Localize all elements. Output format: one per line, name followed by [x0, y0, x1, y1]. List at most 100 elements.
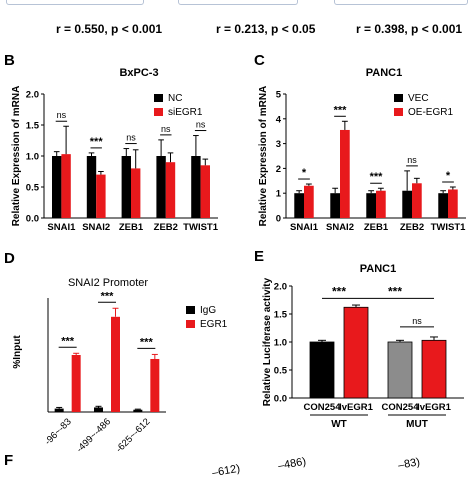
- category-label-E: lvEGR1: [417, 402, 452, 413]
- correlation-label-3: r = 0.398, p < 0.001: [356, 22, 463, 36]
- bar-D-egr1: [111, 316, 120, 412]
- sig-label-B: ns: [126, 133, 136, 143]
- category-label-B: ZEB2: [154, 222, 178, 233]
- panel-label-c: C: [254, 52, 265, 69]
- bar-C-twist1-oe-egr1: [448, 189, 458, 218]
- legend-B-swatch: [154, 108, 163, 116]
- panel-C-y-tick-label: 2: [276, 164, 281, 175]
- bar-D-igg: [94, 407, 103, 412]
- bar-D-egr1: [150, 358, 160, 412]
- panel-B-title: BxPC-3: [119, 67, 158, 79]
- panel-C-y-tick-label: 0: [276, 214, 281, 225]
- panel-E-y-tick-label: 1.0: [274, 338, 287, 349]
- panel-B-y-tick-label: 0.0: [26, 214, 39, 225]
- panel-E-y-tick-label: 2.0: [274, 282, 287, 293]
- category-label-C: ZEB1: [364, 222, 389, 233]
- bar-C-zeb2-oe-egr1: [412, 183, 422, 218]
- category-label-C: SNAI2: [326, 222, 354, 233]
- category-label-B: SNAI2: [82, 222, 110, 233]
- bar-D-igg: [133, 409, 143, 412]
- legend-B-label: siEGR1: [168, 107, 203, 118]
- panel-B-y-label: Relative Expression of mRNA: [11, 86, 22, 227]
- bar-B-twist1-siegr1: [200, 165, 210, 218]
- category-label-E: CON254: [304, 402, 342, 413]
- panel-label-d: D: [4, 250, 15, 267]
- bar-B-twist1-nc: [191, 156, 201, 218]
- correlation-label-1: r = 0.550, p < 0.001: [56, 22, 163, 36]
- bar-C-snai1-vec: [294, 193, 304, 218]
- legend-B-label: NC: [168, 93, 182, 104]
- category-label-D: -499~-486: [75, 416, 114, 455]
- category-label-D: -625~-612: [114, 416, 153, 455]
- sig-label-D: ***: [101, 290, 115, 302]
- panel-B-y-tick-label: 1.0: [26, 152, 39, 163]
- bar-B-zeb2-siegr1: [165, 162, 176, 218]
- bar-B-snai1-siegr1: [61, 154, 71, 218]
- panel-C-title: PANC1: [366, 67, 402, 79]
- bar-C-snai1-oe-egr1: [304, 185, 314, 218]
- panel-D-y-label: %Input: [12, 335, 23, 369]
- panel-D-title: SNAI2 Promoter: [68, 277, 148, 289]
- panel-label-b: B: [4, 52, 15, 69]
- legend-C-label: OE-EGR1: [408, 107, 453, 118]
- category-label-B: SNAI1: [47, 222, 76, 233]
- panel-C-y-tick-label: 1: [276, 189, 282, 200]
- sig-label-E: ***: [388, 284, 402, 298]
- bar-B-zeb2-nc: [156, 156, 166, 218]
- legend-C-swatch: [394, 108, 403, 116]
- panel-label-e: E: [254, 248, 265, 265]
- panel-C-y-tick-label: 5: [276, 90, 282, 101]
- category-label-C: SNAI1: [290, 222, 319, 233]
- group-label-E: WT: [331, 419, 347, 430]
- sig-label-B: ***: [90, 136, 104, 148]
- sig-label-E: ns: [412, 316, 422, 326]
- panel-B-y-tick-label: 0.5: [26, 183, 40, 194]
- legend-D-label: EGR1: [200, 319, 228, 330]
- bar-C-snai2-oe-egr1: [340, 129, 350, 218]
- category-label-B: TWIST1: [183, 222, 219, 233]
- legend-B-swatch: [154, 94, 163, 102]
- legend-D-swatch: [186, 320, 195, 328]
- category-label-B: ZEB1: [119, 222, 144, 233]
- sig-label-B: ns: [196, 120, 206, 130]
- bar-D-igg: [54, 408, 64, 412]
- top-panel-frame-1: [6, 0, 144, 5]
- panel-label-f: F: [4, 452, 14, 469]
- bar-B-zeb1-siegr1: [131, 168, 141, 218]
- panel-E-y-label: Relative Luciferase activity: [262, 277, 273, 406]
- category-label-E: lvEGR1: [339, 402, 374, 413]
- category-label-C: ZEB2: [400, 222, 424, 233]
- correlation-label-2: r = 0.213, p < 0.05: [216, 22, 316, 36]
- bar-E-0: [309, 341, 335, 399]
- sig-label-C: ***: [370, 171, 384, 183]
- sig-label-C: ns: [407, 155, 417, 165]
- bar-E-3: [421, 339, 447, 399]
- sig-label-B: ns: [161, 124, 171, 134]
- group-label-E: MUT: [406, 419, 428, 430]
- bar-B-snai2-siegr1: [96, 174, 106, 218]
- panel-C-y-tick-label: 4: [276, 114, 282, 125]
- bar-C-twist1-vec: [438, 193, 448, 218]
- top-panel-frame-2: [178, 0, 298, 5]
- panel-E-y-tick-label: 0.0: [274, 394, 287, 405]
- sig-label-E: ***: [332, 284, 346, 298]
- category-label-E: CON254: [382, 402, 420, 413]
- sig-label-D: ***: [61, 335, 75, 347]
- panel-E-y-tick-label: 1.5: [274, 310, 288, 321]
- bar-D-egr1: [71, 355, 81, 412]
- top-panel-frame-3: [334, 0, 468, 5]
- legend-C-swatch: [394, 94, 403, 102]
- bar-B-zeb1-nc: [121, 156, 131, 218]
- bar-C-zeb2-vec: [402, 190, 412, 218]
- bar-E-2: [387, 341, 413, 399]
- legend-D-label: IgG: [200, 305, 216, 316]
- bar-C-zeb1-oe-egr1: [376, 190, 386, 218]
- sig-label-D: ***: [140, 336, 154, 348]
- sig-label-C: *: [446, 170, 451, 182]
- panel-B-y-tick-label: 2.0: [26, 90, 39, 101]
- sig-label-C: *: [302, 167, 307, 179]
- panel-C-y-label: Relative Expression of mRNA: [258, 86, 269, 227]
- panel-E-title: PANC1: [360, 263, 396, 275]
- bar-B-snai2-nc: [86, 156, 97, 218]
